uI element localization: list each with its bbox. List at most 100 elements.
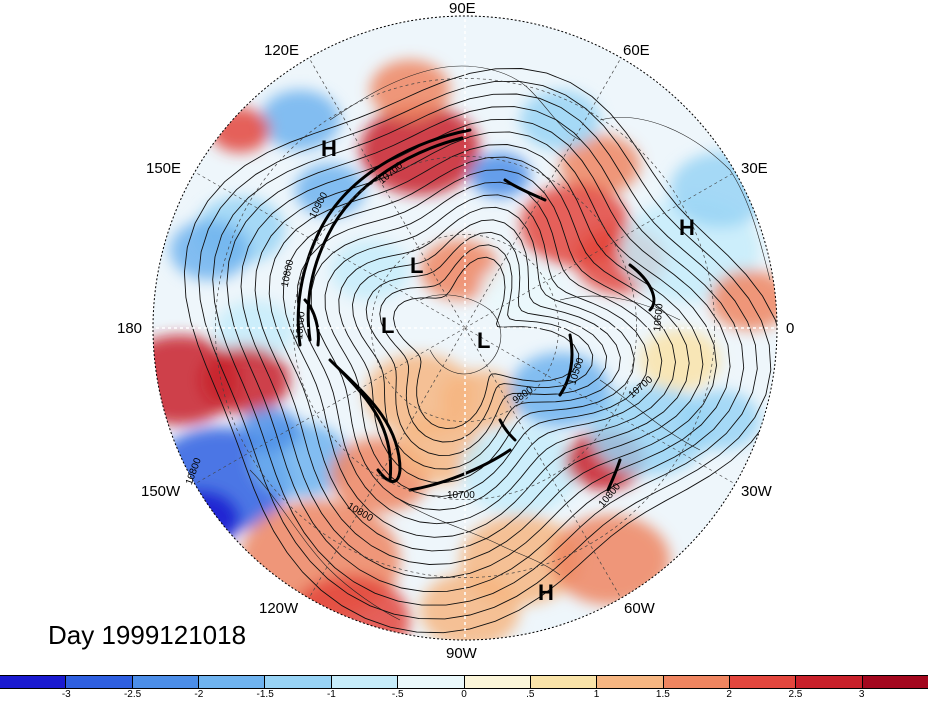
jet-contour: [503, 178, 547, 202]
colorbar-tick-label: 2: [726, 689, 732, 700]
colorbar-swatch: [729, 676, 797, 688]
height-contour: [352, 219, 621, 470]
jet-contour: [338, 368, 393, 482]
lon-label-60e: 60E: [623, 42, 650, 59]
anomaly-patch: [510, 352, 610, 428]
height-contour: [212, 93, 758, 606]
colorbar-swatch: [265, 676, 332, 688]
height-contour: [338, 206, 635, 484]
anomaly-patch: [260, 90, 340, 150]
colorbar-tick-label: -3: [61, 689, 71, 700]
coastline: [249, 469, 401, 621]
coastlines: [249, 65, 771, 621]
anomaly-patch: [290, 575, 410, 640]
low-pressure-center: L: [477, 328, 491, 353]
height-contour: [183, 68, 777, 634]
anomaly-patch: [550, 515, 670, 605]
colorbar-swatch: [132, 676, 200, 688]
map-boundary: [152, 15, 778, 641]
colorbar-swatch: [862, 676, 928, 688]
low-pressure-center: L: [381, 313, 395, 338]
colorbar-tick-label: -2.5: [123, 689, 142, 700]
colorbar-tick-label: -1: [326, 689, 336, 700]
height-contour: [282, 156, 690, 538]
colorbar-swatch: [398, 676, 465, 688]
height-contour: [324, 194, 649, 497]
anomaly-patch: [170, 220, 250, 280]
colorbar-tick-label: .5: [526, 689, 535, 700]
anomaly-patch: [370, 60, 450, 120]
graticule: [153, 16, 777, 640]
lon-label-30w: 30W: [741, 483, 772, 500]
colorbar: [0, 675, 928, 689]
lon-label-90e: 90E: [449, 0, 476, 17]
lon-label-150w: 150W: [141, 483, 181, 500]
height-contour: [379, 244, 594, 443]
coastline: [559, 295, 681, 321]
high-pressure-center: H: [538, 580, 554, 605]
meridian-line: [308, 57, 466, 329]
jet-contour: [558, 333, 574, 397]
lon-label-60w: 60W: [624, 600, 655, 617]
colorbar-swatch: [796, 676, 863, 688]
colorbar-tick-label: 3: [858, 689, 865, 700]
colorbar-swatch: [0, 676, 67, 688]
meridian-line: [464, 327, 622, 599]
parallel-circle: [215, 78, 715, 578]
height-contour: [393, 256, 580, 430]
colorbar-tick-label: -.5: [391, 689, 404, 700]
meridian-line: [194, 171, 466, 329]
high-pressure-center: H: [679, 215, 695, 240]
parallel-circle: [371, 234, 559, 422]
lon-label-120e: 120E: [264, 42, 300, 59]
anomaly-patch: [440, 370, 520, 430]
anomaly-patch: [200, 346, 290, 414]
coastline: [419, 294, 502, 375]
lon-label-120w: 120W: [259, 600, 299, 617]
jet-contour: [303, 298, 320, 347]
colorbar-tick-label: 1.5: [655, 689, 670, 700]
coastline: [599, 117, 771, 281]
jet-contour: [498, 418, 517, 442]
lon-label-150e: 150E: [146, 160, 182, 177]
high-pressure-center: H: [321, 136, 337, 161]
parallel-circle: [293, 156, 637, 500]
meridian-line: [464, 171, 736, 329]
colorbar-tick-label: 0: [461, 689, 467, 700]
anomaly-patch: [215, 300, 295, 360]
meridian-line: [464, 57, 622, 329]
contour-label: 10700: [447, 490, 475, 501]
height-contours: [183, 68, 777, 634]
meridian-line: [194, 327, 466, 485]
meridian-line: [308, 327, 466, 599]
colorbar-swatch: [597, 676, 664, 688]
anomaly-patch: [420, 572, 520, 640]
height-contour: [198, 80, 772, 620]
low-pressure-center: L: [410, 253, 424, 278]
anomaly-patch: [360, 105, 480, 195]
coastline: [329, 65, 581, 141]
anomaly-patch: [153, 335, 240, 425]
colorbar-swatch: [663, 676, 730, 688]
colorbar-tick-labels: -3 -2.5 -2 -1.5 -1 -.5 0 .5 1 1.5 2 2.5 3: [0, 689, 928, 702]
jet-contour: [408, 448, 512, 492]
anomaly-patch: [480, 260, 560, 320]
height-contour: [268, 144, 704, 552]
anomaly-patch: [520, 90, 600, 150]
colorbar-swatch: [66, 676, 133, 688]
height-contour: [310, 181, 663, 511]
jet-contours: [296, 128, 656, 492]
jet-contour: [606, 458, 622, 492]
anomaly-patch: [295, 163, 365, 217]
colorbar-tick-label: -1.5: [256, 689, 274, 700]
anomaly-patch: [210, 107, 270, 153]
colorbar-tick-label: 2.5: [788, 689, 803, 700]
anomaly-patch: [680, 390, 760, 450]
colorbar-tick-label: 1: [593, 689, 600, 700]
lon-label-30e: 30E: [741, 160, 768, 177]
lon-label-180: 180: [117, 320, 143, 337]
colorbar-swatch: [331, 676, 399, 688]
colorbar-swatch: [199, 676, 266, 688]
height-contour: [240, 118, 731, 579]
